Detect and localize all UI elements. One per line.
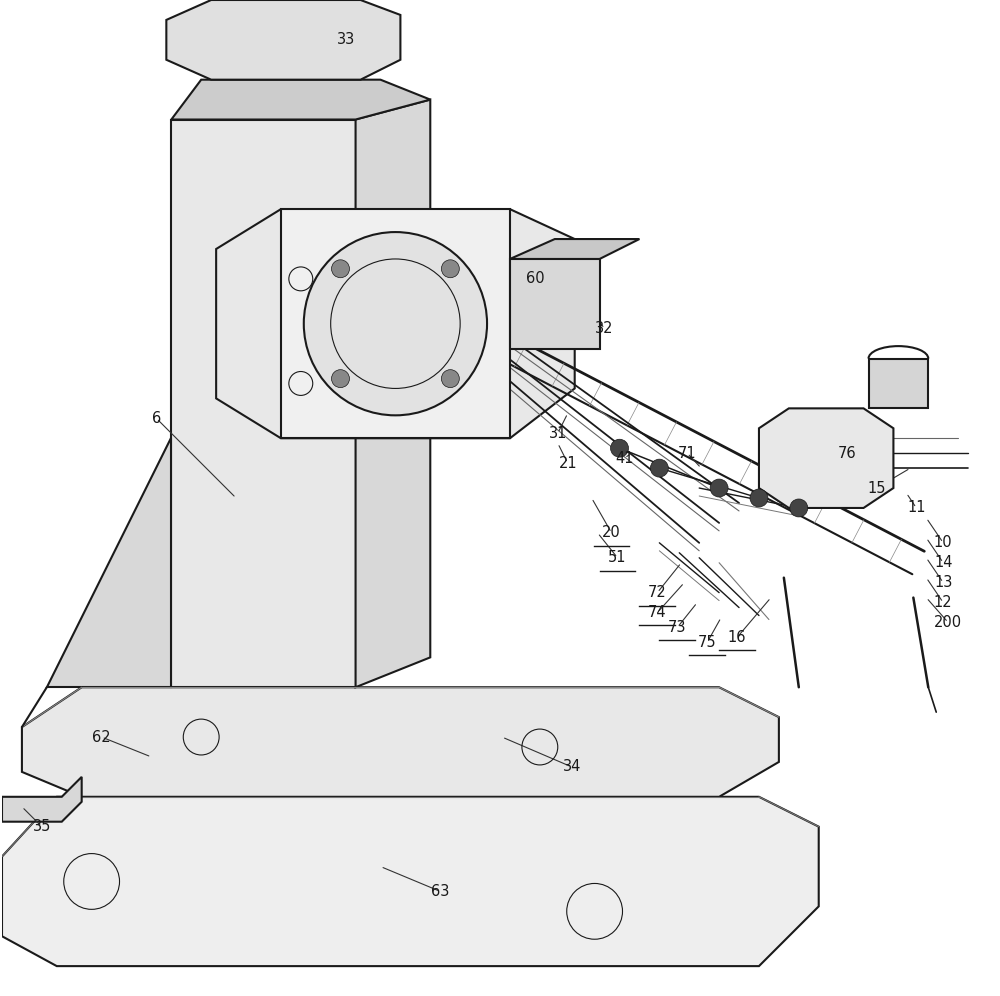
Polygon shape [510, 239, 639, 259]
Text: 60: 60 [526, 271, 544, 287]
Text: 12: 12 [934, 595, 953, 611]
Circle shape [332, 370, 349, 387]
Polygon shape [2, 797, 819, 966]
Text: 62: 62 [92, 729, 111, 745]
Text: 33: 33 [336, 32, 355, 48]
Text: 10: 10 [934, 535, 953, 551]
Polygon shape [2, 777, 82, 822]
Text: 51: 51 [608, 550, 627, 566]
Text: 32: 32 [595, 321, 614, 337]
Text: 75: 75 [698, 634, 716, 650]
Circle shape [332, 260, 349, 278]
Text: 14: 14 [934, 555, 952, 571]
Polygon shape [166, 0, 400, 80]
Text: 41: 41 [615, 450, 634, 466]
Text: 74: 74 [648, 605, 667, 621]
Polygon shape [47, 438, 171, 687]
Polygon shape [171, 120, 356, 687]
Circle shape [304, 232, 487, 415]
Circle shape [790, 499, 808, 517]
Text: 71: 71 [678, 445, 697, 461]
Circle shape [710, 479, 728, 497]
Text: 200: 200 [934, 615, 962, 630]
Polygon shape [216, 209, 575, 438]
Circle shape [611, 439, 628, 457]
Circle shape [441, 260, 459, 278]
Polygon shape [356, 100, 430, 687]
Text: 20: 20 [602, 525, 621, 541]
Text: 21: 21 [558, 455, 577, 471]
Text: 31: 31 [549, 425, 567, 441]
Text: 63: 63 [431, 883, 449, 899]
Text: 11: 11 [907, 500, 926, 516]
Polygon shape [759, 408, 893, 508]
Text: 73: 73 [668, 620, 687, 635]
Text: 16: 16 [728, 629, 746, 645]
Polygon shape [869, 359, 928, 408]
Text: 15: 15 [867, 480, 886, 496]
Text: 76: 76 [837, 445, 856, 461]
Text: 6: 6 [152, 410, 161, 426]
Polygon shape [171, 80, 430, 120]
Circle shape [750, 489, 768, 507]
Text: 72: 72 [648, 585, 667, 601]
Polygon shape [281, 209, 510, 438]
Circle shape [650, 459, 668, 477]
Text: 13: 13 [934, 575, 952, 591]
Polygon shape [510, 259, 600, 349]
Text: 35: 35 [33, 819, 51, 835]
Polygon shape [22, 687, 779, 797]
Text: 34: 34 [563, 759, 581, 775]
Circle shape [441, 370, 459, 387]
